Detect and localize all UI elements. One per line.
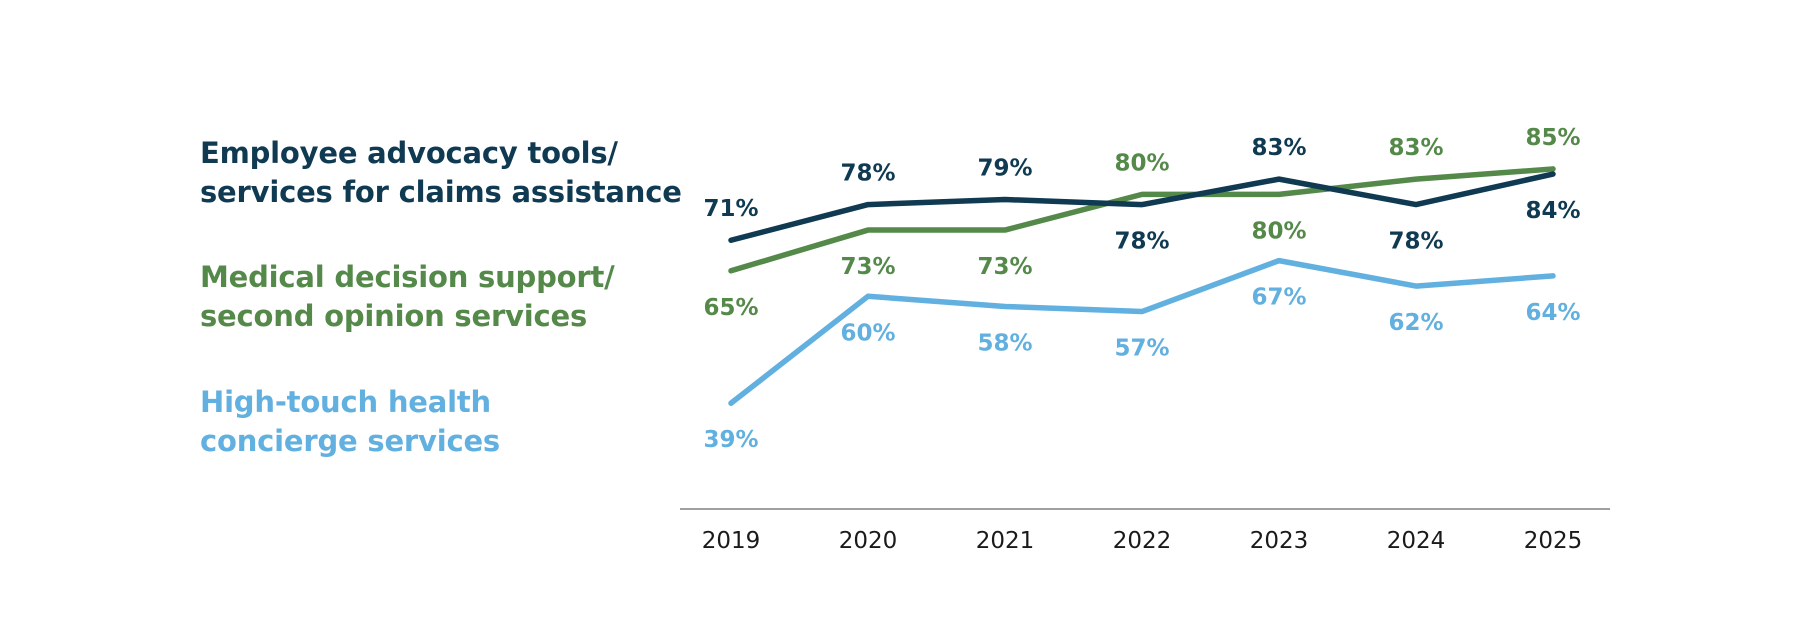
data-label: 80% [1114,150,1169,176]
legend-label-line: services for claims assistance [200,175,682,209]
legend-entry-health-concierge: High-touch health concierge services [200,383,680,461]
data-label: 73% [840,254,895,280]
series-line [728,257,1556,406]
data-label: 67% [1251,285,1306,311]
chart-legend: Employee advocacy tools/ services for cl… [200,0,682,621]
data-label: 64% [1525,300,1580,326]
data-label: 78% [1388,229,1443,255]
data-label: 58% [977,330,1032,356]
x-tick-label: 2023 [1250,528,1309,554]
data-label: 78% [1114,229,1169,255]
data-label: 84% [1525,198,1580,224]
legend-label-line: second opinion services [200,299,588,333]
data-label: 83% [1388,135,1443,161]
x-tick-label: 2025 [1524,528,1583,554]
legend-label-line: Medical decision support/ [200,260,615,294]
legend-label-line: concierge services [200,424,500,458]
series-line [728,171,1556,243]
data-label: 62% [1388,310,1443,336]
data-label: 79% [977,155,1032,181]
data-label: 60% [840,320,895,346]
data-label: 57% [1114,336,1169,362]
series-line [728,166,1556,274]
data-label: 71% [703,196,758,222]
legend-label-line: High-touch health [200,385,491,419]
data-label: 85% [1525,125,1580,151]
x-tick-label: 2020 [839,528,898,554]
x-tick-label: 2024 [1387,528,1446,554]
x-tick-label: 2022 [1113,528,1172,554]
x-tick-label: 2019 [702,528,761,554]
data-label: 65% [703,295,758,321]
data-label: 73% [977,254,1032,280]
x-axis: 2019 2020 2021 2022 2023 2024 2025 [680,508,1610,554]
data-labels: 71% 78% 79% 78% 83% 78% 84% 65% 73% 73% 80% 80% 83% 8… [703,125,1580,453]
data-label: 83% [1251,135,1306,161]
data-label: 78% [840,161,895,187]
legend-entry-medical-decision-support: Medical decision support/ second opinion… [200,258,680,336]
legend-entry-employee-advocacy: Employee advocacy tools/ services for cl… [200,134,682,212]
x-tick-label: 2021 [976,528,1035,554]
series-lines [728,166,1556,406]
data-label: 39% [703,427,758,453]
legend-label-line: Employee advocacy tools/ [200,136,618,170]
data-label: 80% [1251,218,1306,244]
